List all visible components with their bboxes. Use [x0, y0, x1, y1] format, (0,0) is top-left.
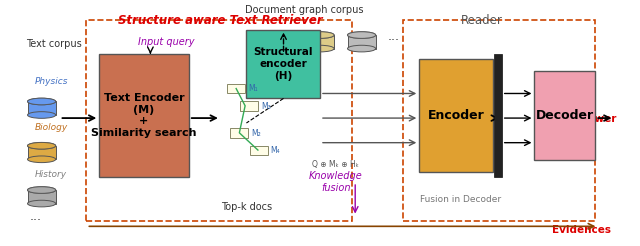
Bar	[534, 71, 595, 160]
Bar	[419, 59, 493, 172]
Ellipse shape	[306, 32, 334, 38]
Bar	[99, 54, 189, 177]
Text: Text corpus: Text corpus	[26, 39, 81, 49]
Text: Knowledge
fusion: Knowledge fusion	[309, 171, 363, 193]
Ellipse shape	[28, 156, 56, 163]
Bar	[230, 128, 248, 138]
Text: Encoder: Encoder	[428, 109, 484, 122]
Text: M₄: M₄	[271, 146, 280, 155]
Ellipse shape	[348, 45, 376, 52]
Text: Structure aware Text Retriever: Structure aware Text Retriever	[118, 15, 323, 27]
Ellipse shape	[306, 32, 334, 38]
Text: Decoder: Decoder	[536, 109, 594, 122]
Ellipse shape	[28, 187, 56, 193]
Text: Structural
encoder
(H): Structural encoder (H)	[253, 47, 313, 80]
Ellipse shape	[264, 45, 292, 52]
Bar	[227, 84, 245, 93]
Text: Text Encoder
(M)
+
Similarity search: Text Encoder (M) + Similarity search	[92, 93, 196, 138]
Ellipse shape	[28, 98, 56, 105]
Text: Input query: Input query	[138, 37, 194, 47]
Ellipse shape	[28, 200, 56, 207]
Text: ...: ...	[29, 210, 41, 223]
Ellipse shape	[28, 98, 56, 105]
Ellipse shape	[28, 112, 56, 118]
Bar	[28, 146, 56, 159]
Text: M₃: M₃	[261, 102, 271, 110]
Ellipse shape	[264, 32, 292, 38]
Bar	[403, 20, 595, 221]
Text: ...: ...	[388, 31, 399, 43]
Text: Answer: Answer	[574, 114, 618, 124]
Text: Biology: Biology	[35, 123, 68, 132]
Bar	[306, 35, 334, 48]
Bar	[28, 190, 56, 204]
Text: M₂: M₂	[252, 129, 261, 138]
Ellipse shape	[28, 142, 56, 149]
Ellipse shape	[348, 32, 376, 38]
Bar	[28, 101, 56, 115]
Text: M₁: M₁	[248, 84, 258, 93]
Text: Top-k docs: Top-k docs	[221, 202, 272, 212]
Bar	[264, 35, 292, 48]
Bar	[494, 54, 502, 177]
Bar	[250, 146, 268, 155]
Ellipse shape	[28, 187, 56, 193]
Bar	[240, 101, 258, 111]
Text: Q ⊕ Mₖ ⊕ Hₖ: Q ⊕ Mₖ ⊕ Hₖ	[312, 160, 360, 169]
Text: Evidences: Evidences	[552, 225, 611, 235]
Ellipse shape	[264, 32, 292, 38]
Text: Reader: Reader	[461, 15, 502, 27]
Bar	[348, 35, 376, 48]
Ellipse shape	[306, 45, 334, 52]
Text: Document graph corpus: Document graph corpus	[244, 5, 364, 15]
Text: History: History	[35, 170, 67, 179]
Text: Physics: Physics	[35, 77, 68, 86]
Ellipse shape	[348, 32, 376, 38]
Text: Fusion in Decoder: Fusion in Decoder	[420, 195, 501, 204]
Bar	[86, 20, 352, 221]
Bar	[246, 30, 320, 98]
Ellipse shape	[28, 142, 56, 149]
